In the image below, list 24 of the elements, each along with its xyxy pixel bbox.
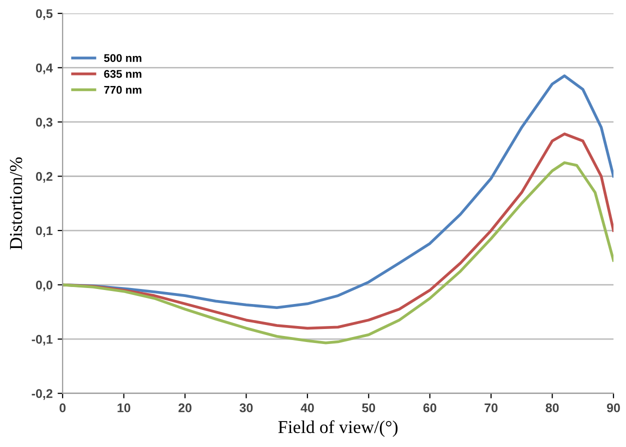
- x-tick-label: 70: [484, 403, 498, 412]
- y-tick-label: 0,0: [36, 280, 52, 292]
- x-tick-label: 30: [240, 403, 253, 412]
- legend-label: 500 nm: [104, 54, 142, 62]
- y-axis-title: Distortion/%: [10, 157, 22, 250]
- x-tick-label: 50: [362, 403, 376, 412]
- x-tick-label: 10: [118, 403, 130, 412]
- x-tick-label: 60: [423, 403, 436, 412]
- legend-label: 770 nm: [104, 86, 142, 94]
- x-tick-label: 20: [178, 403, 192, 412]
- y-tick-label: 0,3: [36, 118, 52, 128]
- y-tick-label: 0,2: [36, 172, 52, 183]
- line-series: [62, 161, 614, 344]
- y-tick-label: -0,2: [32, 389, 52, 400]
- x-tick-label: 40: [300, 403, 314, 412]
- y-tick-label: 0,5: [36, 9, 53, 20]
- x-tick-label: 0: [60, 403, 66, 412]
- x-axis-title: Field of view/(°): [278, 420, 398, 437]
- legend-label: 635 nm: [104, 70, 142, 78]
- x-tick-label: 80: [546, 403, 559, 412]
- x-tick-label: 90: [606, 403, 620, 412]
- y-tick-label: 0,1: [36, 226, 53, 237]
- y-tick-label: -0,1: [32, 334, 53, 346]
- y-tick-label: 0,4: [36, 63, 53, 74]
